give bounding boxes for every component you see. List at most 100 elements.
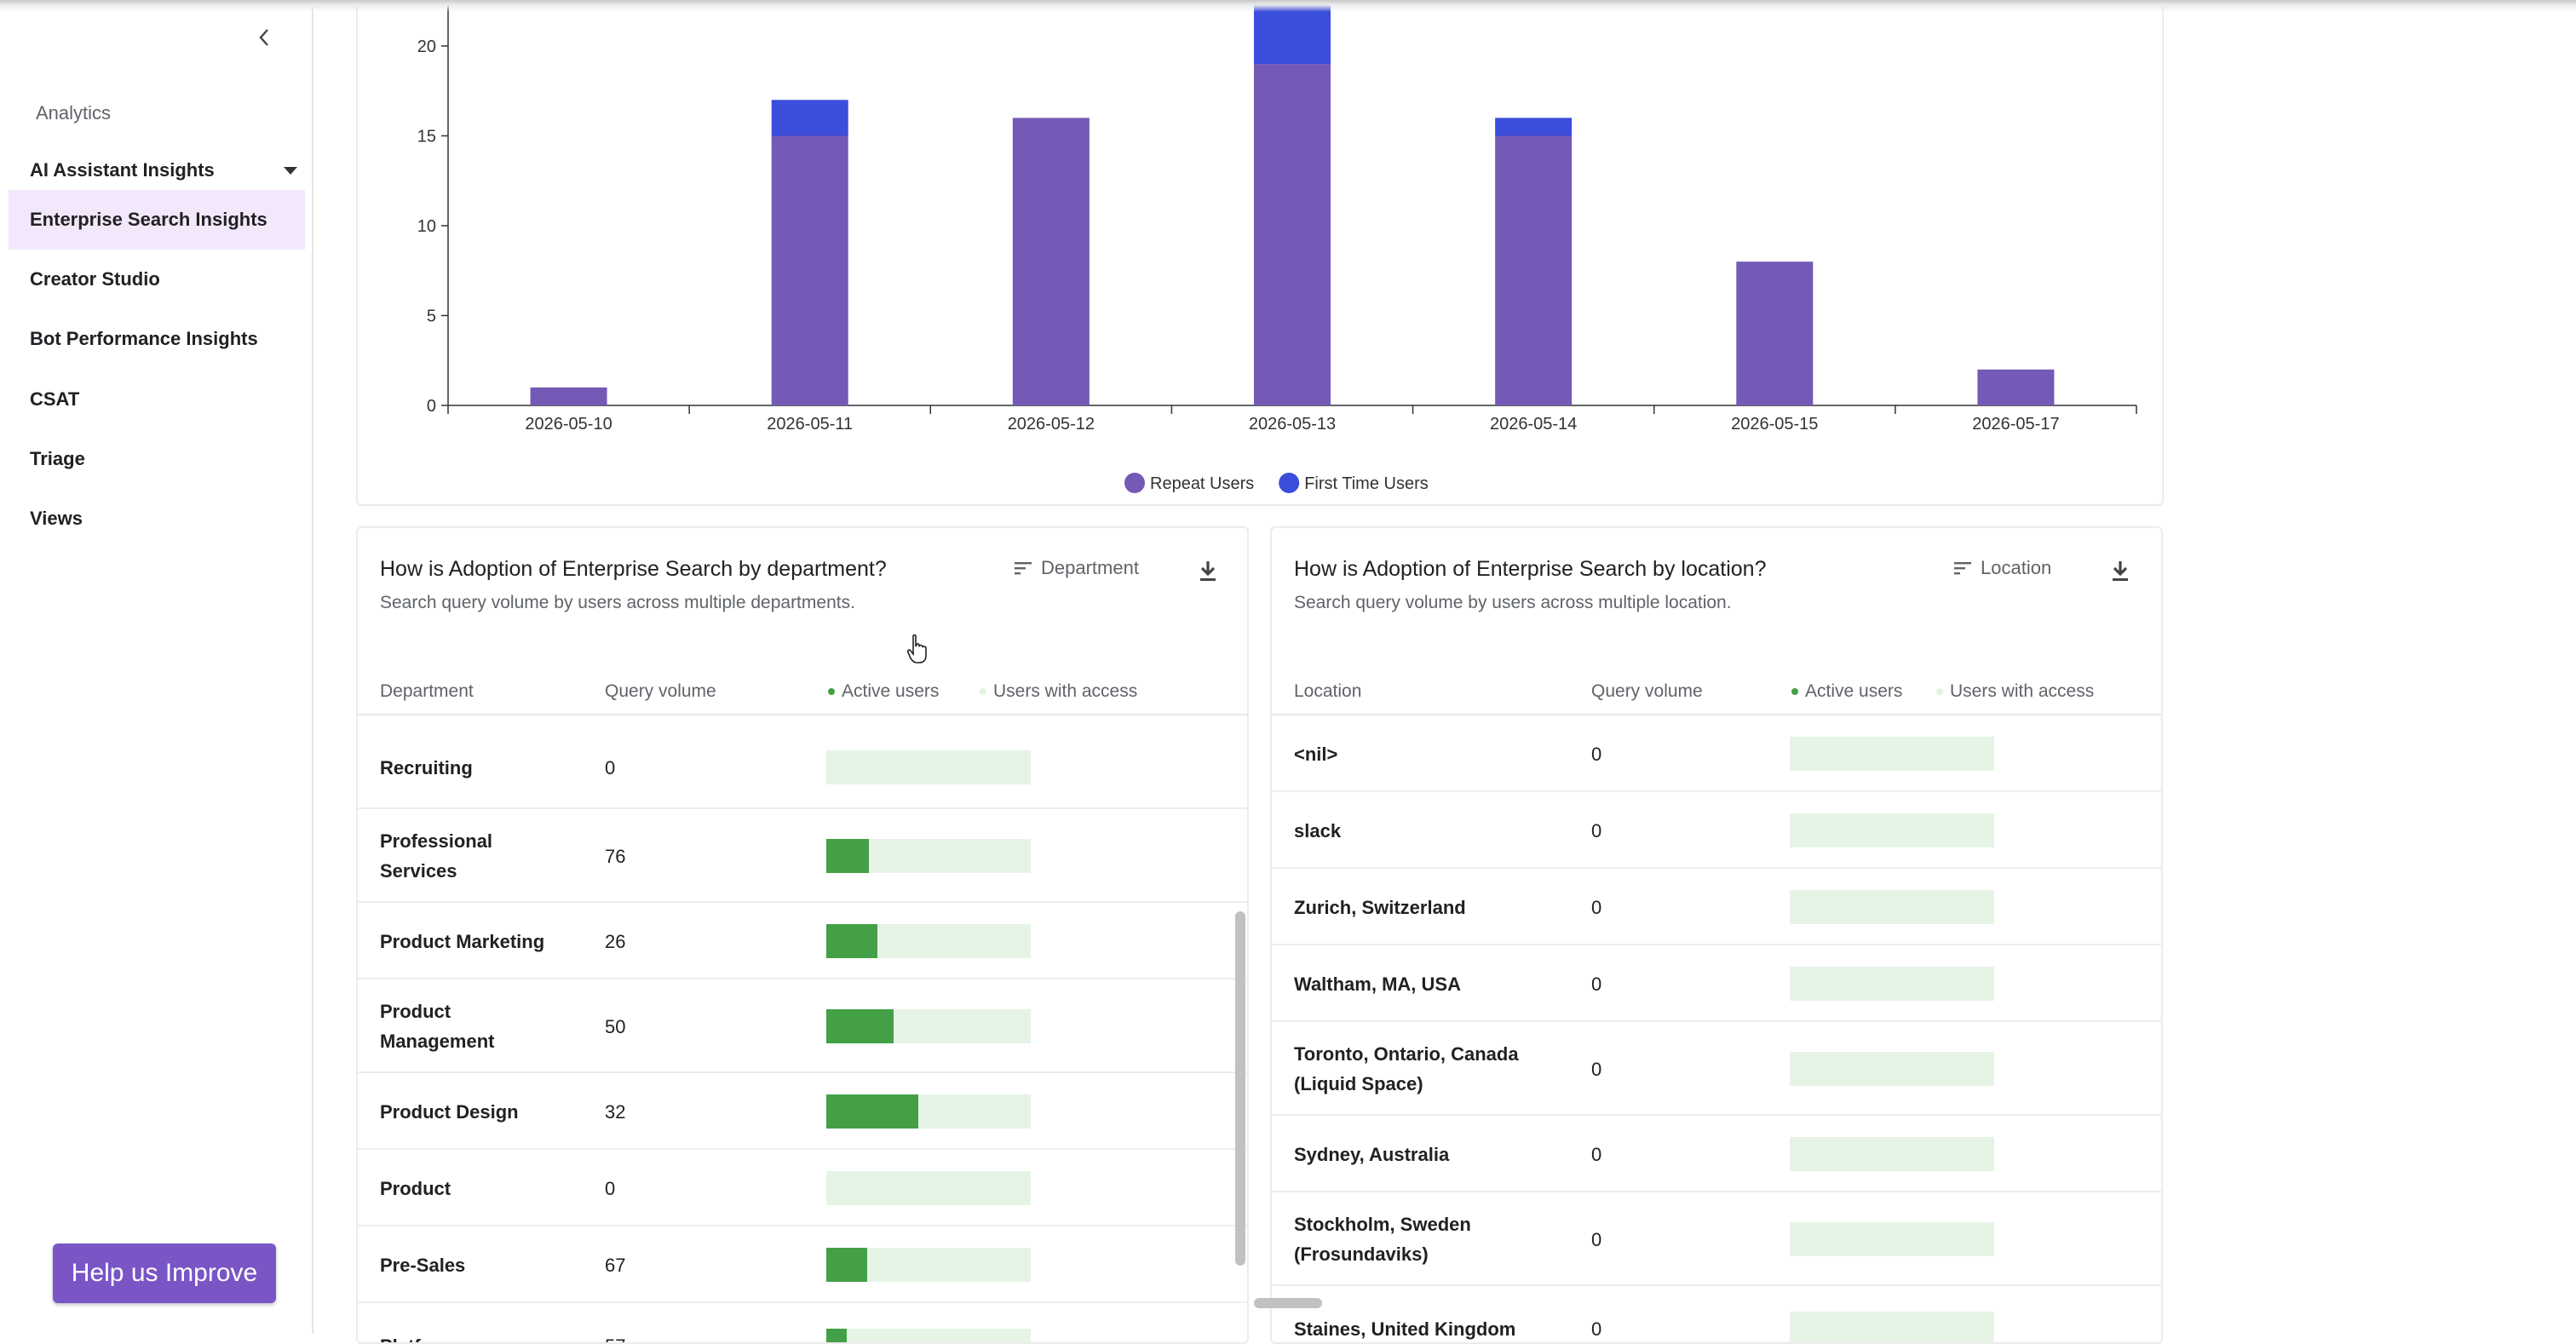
- legend-label: Repeat Users: [1150, 474, 1254, 493]
- chevron-left-icon: [257, 28, 271, 47]
- sidebar: Analytics AI Assistant Insights Enterpri…: [0, 0, 313, 1334]
- users-with-access-bar: [826, 1009, 1031, 1043]
- legend-swatch: [1124, 473, 1145, 493]
- nav-group-ai-assistant-insights[interactable]: AI Assistant Insights: [30, 157, 302, 184]
- row-name: Stockholm, Sweden (Frosundaviks): [1294, 1209, 1541, 1269]
- row-query-volume: 0: [1591, 1318, 1601, 1341]
- legend-active-users: Active users: [828, 681, 939, 702]
- location-sort-button[interactable]: Location: [1953, 557, 2051, 579]
- table-row[interactable]: Product 0: [358, 1150, 1247, 1226]
- x-tick-label: 2026-05-13: [1249, 415, 1336, 434]
- legend-users-with-access-label: Users with access: [1950, 681, 2094, 701]
- row-query-volume: 67: [605, 1255, 625, 1277]
- download-icon[interactable]: [2108, 559, 2132, 584]
- row-query-volume: 0: [1591, 1059, 1601, 1081]
- bar-repeat-users-2026-05-13: [1254, 64, 1331, 405]
- table-row[interactable]: Stockholm, Sweden (Frosundaviks)0: [1272, 1192, 2161, 1286]
- y-tick-label: 10: [417, 217, 436, 236]
- table-row[interactable]: Waltham, MA, USA 0: [1272, 945, 2161, 1022]
- sort-icon: [1953, 560, 1972, 576]
- column-header-query-volume[interactable]: Query volume: [605, 681, 716, 702]
- users-with-access-bar: [826, 1094, 1031, 1129]
- bar-repeat-users-2026-05-11: [772, 136, 848, 406]
- row-name: Toronto, Ontario, Canada (Liquid Space): [1294, 1039, 1541, 1099]
- legend-active-users-label: Active users: [842, 681, 939, 701]
- users-with-access-bar: [1790, 737, 1994, 771]
- users-with-access-bar: [1790, 1137, 1994, 1171]
- bar-repeat-users-2026-05-14: [1495, 136, 1572, 406]
- active-users-bar: [826, 1009, 894, 1043]
- card-title: How is Adoption of Enterprise Search by …: [380, 557, 887, 582]
- y-tick-label: 20: [417, 37, 436, 56]
- row-name: Product: [380, 1174, 550, 1203]
- help-us-improve-button[interactable]: Help us Improve: [53, 1243, 276, 1303]
- row-name: Waltham, MA, USA: [1294, 969, 1541, 999]
- department-sort-button[interactable]: Department: [1014, 557, 1139, 579]
- row-query-volume: 0: [1591, 1144, 1601, 1166]
- download-icon[interactable]: [1196, 559, 1220, 584]
- users-with-access-bar: [826, 1171, 1031, 1205]
- users-with-access-bar: [826, 924, 1031, 958]
- row-name: Platform: [380, 1331, 550, 1344]
- column-header-query-volume[interactable]: Query volume: [1591, 681, 1703, 702]
- row-query-volume: 76: [605, 846, 625, 868]
- row-name: slack: [1294, 816, 1541, 846]
- sidebar-item-bot-performance-insights[interactable]: Bot Performance Insights: [9, 309, 305, 369]
- y-tick-label: 15: [417, 128, 436, 146]
- x-tick-label: 2026-05-11: [767, 415, 853, 434]
- row-name: <nil>: [1294, 739, 1541, 769]
- sidebar-item-enterprise-search-insights[interactable]: Enterprise Search Insights: [9, 190, 305, 250]
- top-shadow: [0, 0, 2576, 12]
- column-header-department[interactable]: Department: [380, 681, 474, 702]
- users-with-access-bar: [826, 839, 1031, 873]
- bar-repeat-users-2026-05-10: [531, 388, 607, 405]
- users-with-access-bar: [826, 1329, 1031, 1344]
- bar-repeat-users-2026-05-12: [1013, 118, 1090, 405]
- x-tick-label: 2026-05-10: [525, 415, 612, 434]
- users-with-access-bar: [1790, 1222, 1994, 1256]
- column-header-location[interactable]: Location: [1294, 681, 1361, 702]
- legend-swatch: [1279, 473, 1299, 493]
- sidebar-item-triage[interactable]: Triage: [9, 429, 305, 489]
- location-adoption-card: How is Adoption of Enterprise Search by …: [1270, 526, 2163, 1344]
- sort-label: Location: [1981, 557, 2051, 579]
- collapse-sidebar-button[interactable]: [252, 26, 276, 49]
- table-header: Location Query volume Active users Users…: [1272, 664, 2161, 715]
- active-users-dot: [1791, 688, 1798, 695]
- y-tick-label: 5: [427, 307, 436, 326]
- table-row[interactable]: Platform 57: [358, 1303, 1247, 1344]
- legend-users-with-access: Users with access: [980, 681, 1137, 702]
- row-query-volume: 0: [605, 1178, 615, 1200]
- sidebar-item-views[interactable]: Views: [9, 489, 305, 549]
- row-query-volume: 26: [605, 931, 625, 953]
- table-row[interactable]: Toronto, Ontario, Canada (Liquid Space) 0: [1272, 1022, 2161, 1116]
- table-row[interactable]: <nil>0: [1272, 715, 2161, 792]
- row-query-volume: 57: [605, 1335, 625, 1344]
- legend-users-with-access-label: Users with access: [993, 681, 1137, 701]
- bar-first-time-users-2026-05-14: [1495, 118, 1572, 135]
- sort-icon: [1014, 560, 1032, 576]
- department-table-scrollbar[interactable]: [1235, 911, 1245, 1266]
- legend-users-with-access: Users with access: [1936, 681, 2094, 702]
- y-tick-label: 0: [427, 397, 436, 416]
- section-title: Analytics: [36, 102, 111, 124]
- sidebar-item-creator-studio[interactable]: Creator Studio: [9, 250, 305, 309]
- row-name: Recruiting: [380, 753, 550, 783]
- horizontal-scrollbar[interactable]: [1254, 1298, 1322, 1308]
- department-adoption-card: How is Adoption of Enterprise Search by …: [356, 526, 1249, 1344]
- active-users-dot: [828, 688, 835, 695]
- row-query-volume: 0: [1591, 974, 1601, 996]
- sidebar-item-csat[interactable]: CSAT: [9, 370, 305, 429]
- users-with-access-bar: [1790, 967, 1994, 1001]
